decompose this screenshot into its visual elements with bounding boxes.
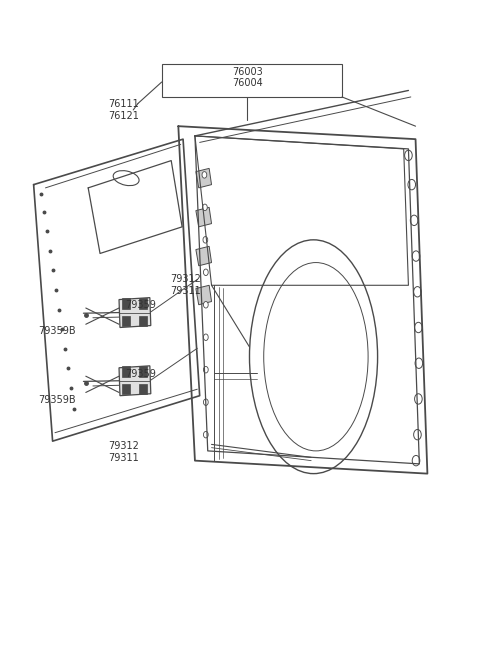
Polygon shape	[196, 208, 212, 227]
Text: 79359: 79359	[125, 369, 156, 379]
Bar	[139, 366, 146, 377]
Circle shape	[415, 394, 422, 404]
Text: 79359: 79359	[125, 300, 156, 310]
Bar	[122, 366, 130, 377]
Circle shape	[414, 287, 421, 297]
Bar	[122, 298, 130, 309]
Circle shape	[204, 334, 208, 341]
Text: 79359B: 79359B	[38, 326, 76, 336]
Circle shape	[204, 399, 208, 405]
Bar	[139, 316, 146, 326]
Polygon shape	[196, 246, 212, 266]
Polygon shape	[196, 286, 212, 305]
Circle shape	[203, 236, 208, 243]
Text: 79359B: 79359B	[38, 395, 76, 405]
Text: 79312
79311: 79312 79311	[108, 441, 139, 463]
Circle shape	[204, 301, 208, 308]
Polygon shape	[196, 168, 212, 188]
Circle shape	[202, 172, 207, 178]
Circle shape	[412, 251, 420, 261]
Circle shape	[410, 215, 418, 225]
Circle shape	[415, 322, 422, 333]
Bar	[122, 316, 130, 326]
Circle shape	[405, 150, 412, 160]
Circle shape	[412, 455, 420, 466]
Circle shape	[204, 366, 208, 373]
Bar	[162, 64, 342, 97]
Circle shape	[203, 204, 207, 211]
Bar	[139, 298, 146, 309]
Bar	[139, 384, 146, 394]
Circle shape	[204, 432, 208, 438]
Polygon shape	[119, 297, 151, 328]
Circle shape	[204, 269, 208, 276]
Text: 76003
76004: 76003 76004	[232, 67, 263, 88]
Circle shape	[415, 358, 423, 368]
Circle shape	[414, 430, 421, 440]
Circle shape	[408, 179, 416, 190]
Polygon shape	[119, 365, 151, 396]
Text: 76111
76121: 76111 76121	[108, 99, 139, 121]
Bar	[122, 384, 130, 394]
Text: 79312
79311: 79312 79311	[170, 274, 201, 296]
